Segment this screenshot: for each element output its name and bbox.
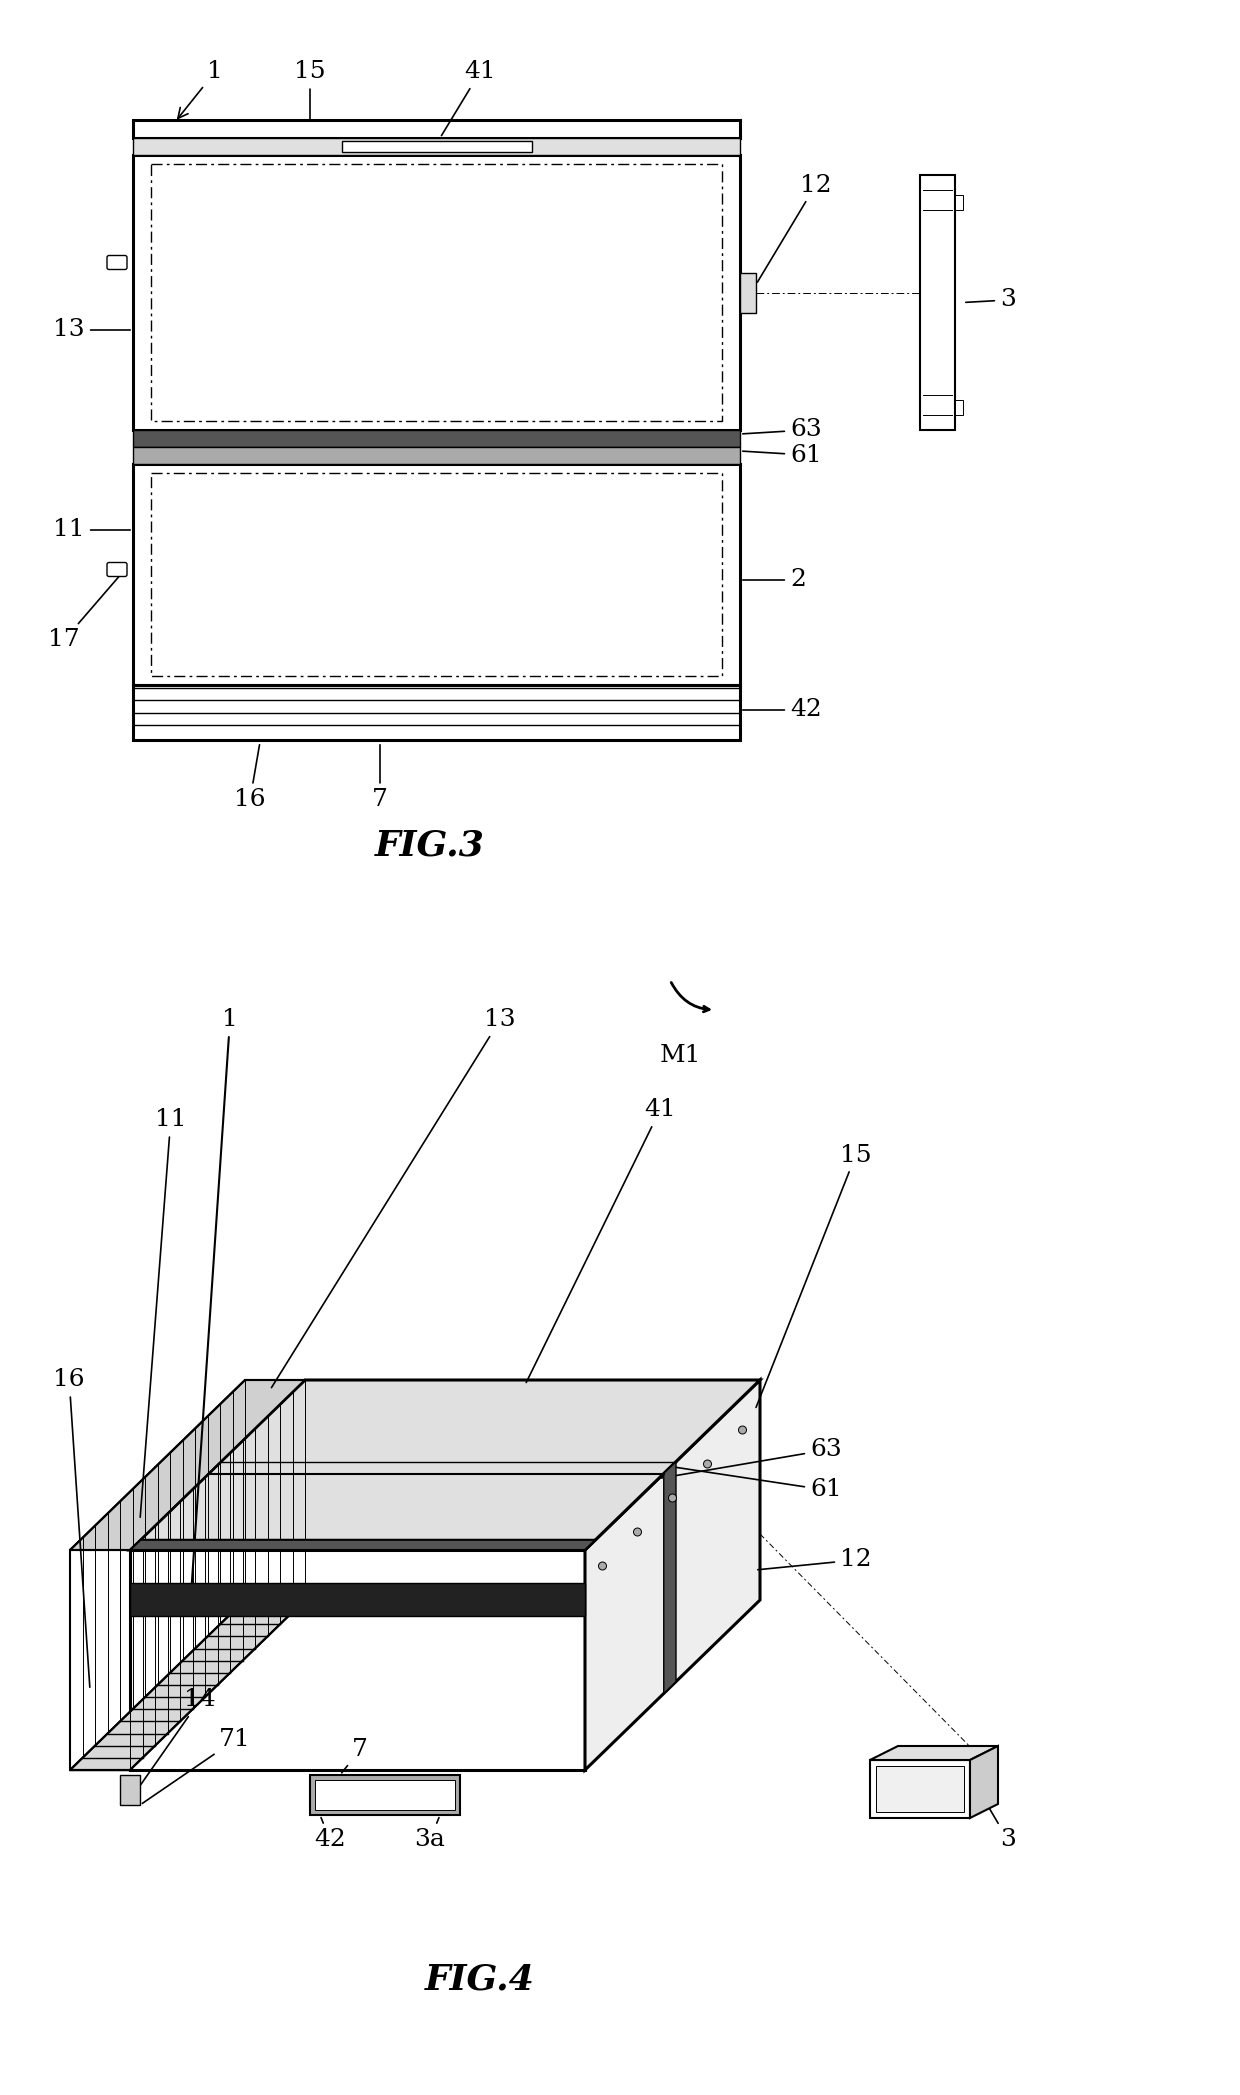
FancyBboxPatch shape bbox=[107, 256, 126, 270]
Circle shape bbox=[703, 1460, 712, 1469]
Text: 12: 12 bbox=[758, 174, 832, 283]
Text: 41: 41 bbox=[441, 61, 496, 136]
Circle shape bbox=[668, 1494, 677, 1502]
Bar bbox=[955, 195, 963, 210]
Text: 3a: 3a bbox=[414, 1818, 445, 1852]
Polygon shape bbox=[69, 1381, 305, 1550]
Text: 15: 15 bbox=[294, 61, 326, 119]
Text: FIG.4: FIG.4 bbox=[425, 1963, 534, 1997]
Bar bbox=[310, 1774, 460, 1814]
Polygon shape bbox=[663, 1462, 676, 1693]
Circle shape bbox=[599, 1563, 606, 1569]
Text: 41: 41 bbox=[526, 1098, 676, 1383]
Bar bbox=[133, 446, 740, 463]
Text: 13: 13 bbox=[53, 318, 130, 341]
Bar bbox=[875, 1766, 963, 1812]
Polygon shape bbox=[870, 1745, 998, 1760]
Text: 63: 63 bbox=[743, 419, 822, 442]
Text: 15: 15 bbox=[756, 1144, 872, 1408]
Text: 1: 1 bbox=[177, 61, 223, 119]
Bar bbox=[740, 272, 756, 312]
Text: 7: 7 bbox=[372, 746, 388, 811]
Polygon shape bbox=[585, 1381, 760, 1770]
Text: 63: 63 bbox=[661, 1439, 842, 1479]
Text: 16: 16 bbox=[234, 744, 265, 811]
Polygon shape bbox=[130, 1584, 585, 1615]
Circle shape bbox=[634, 1527, 641, 1536]
Polygon shape bbox=[970, 1745, 998, 1818]
Text: 61: 61 bbox=[673, 1466, 842, 1502]
Circle shape bbox=[739, 1427, 746, 1433]
Bar bbox=[133, 685, 740, 740]
Text: 61: 61 bbox=[743, 444, 822, 467]
Text: 14: 14 bbox=[131, 1689, 216, 1798]
Polygon shape bbox=[130, 1381, 760, 1550]
Text: 3: 3 bbox=[980, 1791, 1016, 1852]
Bar bbox=[920, 176, 955, 429]
Text: 42: 42 bbox=[743, 698, 822, 721]
Text: 42: 42 bbox=[314, 1818, 346, 1852]
Text: 12: 12 bbox=[758, 1548, 872, 1571]
Bar bbox=[870, 1760, 970, 1818]
Text: 1: 1 bbox=[186, 1008, 238, 1605]
Text: FIG.3: FIG.3 bbox=[374, 828, 485, 861]
Text: 11: 11 bbox=[140, 1108, 186, 1517]
Text: M1: M1 bbox=[660, 1043, 701, 1066]
Bar bbox=[133, 155, 740, 429]
Text: 11: 11 bbox=[53, 517, 130, 541]
Text: 71: 71 bbox=[143, 1728, 250, 1804]
Bar bbox=[133, 138, 740, 155]
Polygon shape bbox=[69, 1601, 305, 1770]
FancyBboxPatch shape bbox=[107, 561, 126, 576]
Polygon shape bbox=[130, 1540, 595, 1550]
Bar bbox=[133, 429, 740, 446]
Text: 16: 16 bbox=[53, 1368, 89, 1686]
Bar bbox=[341, 140, 532, 153]
Text: 3: 3 bbox=[966, 289, 1016, 312]
Bar bbox=[133, 119, 740, 138]
Bar bbox=[151, 473, 722, 677]
Bar bbox=[315, 1781, 455, 1810]
Bar bbox=[151, 163, 722, 421]
Bar bbox=[955, 400, 963, 415]
Text: 17: 17 bbox=[48, 572, 123, 652]
Polygon shape bbox=[130, 1550, 585, 1770]
Text: 7: 7 bbox=[342, 1739, 368, 1772]
Text: 13: 13 bbox=[272, 1008, 516, 1387]
Bar bbox=[120, 1774, 140, 1806]
Text: 2: 2 bbox=[743, 568, 806, 591]
Bar bbox=[133, 463, 740, 685]
